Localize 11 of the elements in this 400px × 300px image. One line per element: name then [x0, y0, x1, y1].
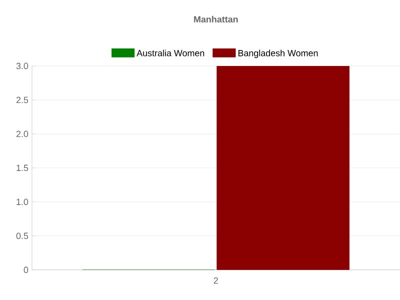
x-tick-label: 2 [214, 277, 218, 284]
y-tick-label: 1.0 [16, 198, 28, 206]
legend-label: Australia Women [136, 50, 204, 56]
y-tick-label: 2.5 [16, 96, 28, 104]
y-tick-label: 0 [24, 266, 28, 274]
y-tick-label: 1.5 [16, 164, 28, 172]
y-tick-label: 0.5 [16, 232, 28, 240]
chart-title: Manhattan [194, 16, 238, 23]
y-tick-label: 3.0 [16, 62, 28, 70]
y-tick-label: 2.0 [16, 130, 28, 138]
legend-label: Bangladesh Women [238, 50, 318, 58]
